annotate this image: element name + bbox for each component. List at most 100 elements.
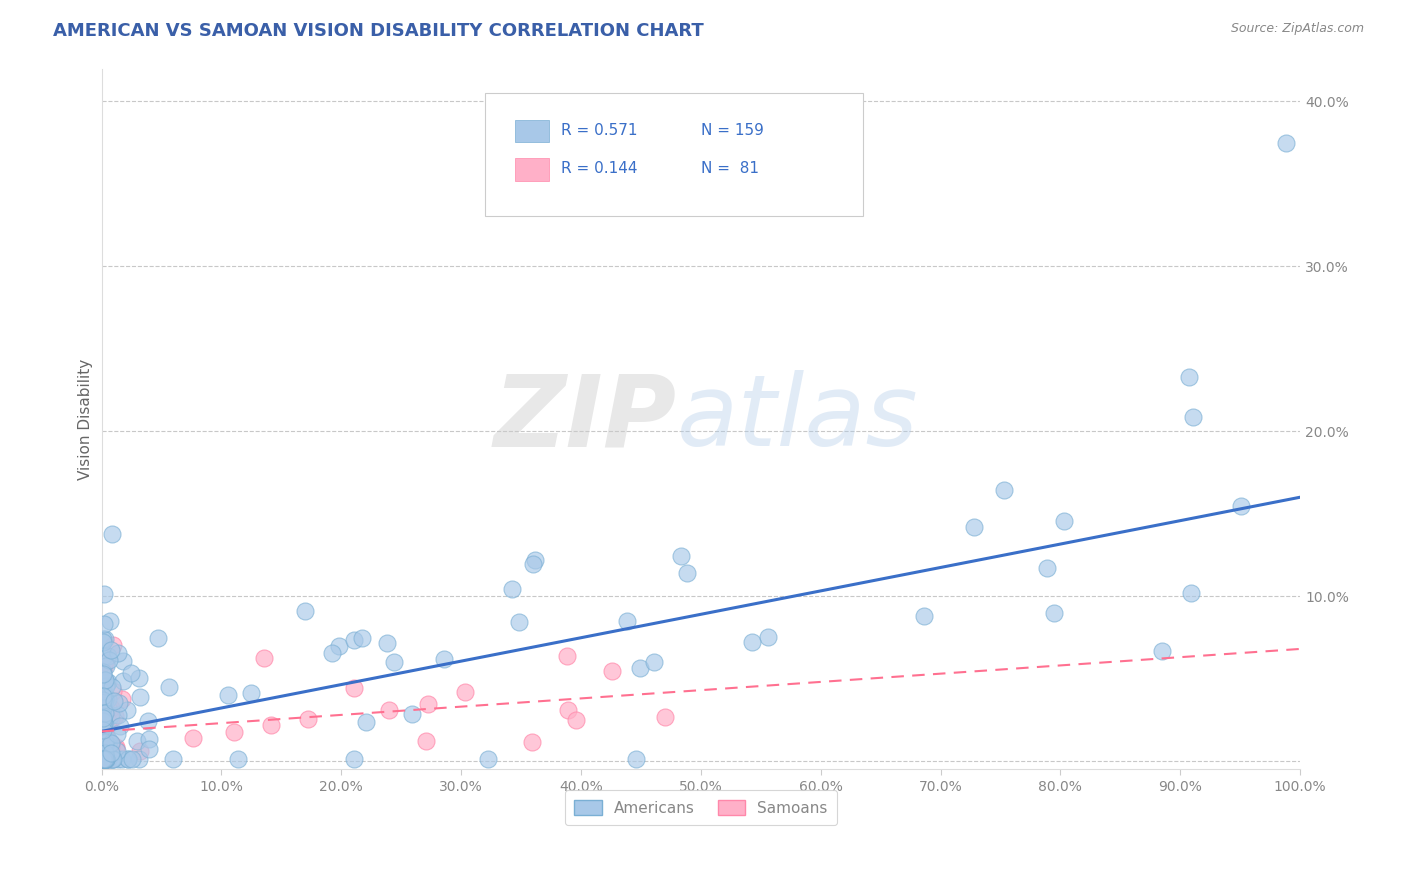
Point [94,752,117,766]
Point [94,736,117,750]
Point [91,712,114,726]
Point [91,706,114,721]
Point [91,752,114,766]
Point [129,690,152,704]
Point [222,725,245,739]
Point [1178,370,1201,384]
Point [94,730,117,744]
Point [107,707,129,722]
Point [91,717,114,731]
Point [157,680,180,694]
Point [100,736,122,750]
Point [93,752,115,766]
Point [294,604,316,618]
Point [94,690,117,705]
Point [1274,136,1296,150]
Point [100,701,122,715]
Point [91,682,114,697]
Point [93,648,115,663]
Point [912,608,935,623]
Point [127,733,149,747]
Point [557,703,579,717]
Point [101,684,124,698]
Point [101,638,124,652]
Point [433,651,456,665]
Point [91,752,114,766]
Point [91,752,114,766]
Point [676,566,699,580]
Point [91,752,114,766]
Point [253,651,276,665]
Point [93,735,115,749]
Point [654,710,676,724]
Point [96,752,118,766]
Point [101,752,124,766]
Point [100,746,122,760]
Point [91,748,114,763]
Point [93,717,115,731]
Point [100,707,122,722]
Point [93,616,115,631]
Point [110,719,132,733]
Point [91,714,114,728]
Point [97,701,120,715]
Point [97,648,120,663]
Point [91,714,114,728]
Point [93,747,115,762]
Point [91,685,114,699]
Point [91,735,114,749]
Point [138,731,160,746]
Point [91,751,114,765]
Point [100,736,122,750]
Point [93,740,115,755]
Point [1182,410,1205,425]
Point [522,558,544,572]
Point [91,752,114,766]
Point [97,731,120,746]
Point [91,730,114,744]
Point [105,742,128,756]
Text: N =  81: N = 81 [700,161,759,177]
Point [103,752,125,766]
Point [91,752,114,766]
Point [91,674,114,689]
Point [624,752,647,766]
Point [643,655,665,669]
Point [343,681,366,695]
Point [328,639,350,653]
Point [91,716,114,731]
Point [963,520,986,534]
Point [93,698,115,713]
Point [91,752,114,766]
Point [93,742,115,756]
Legend: Americans, Samoans: Americans, Samoans [565,790,837,825]
Point [454,685,477,699]
Point [91,714,114,729]
Point [477,752,499,766]
Point [98,752,121,766]
Point [93,752,115,766]
Point [96,733,118,747]
Point [91,693,114,707]
Point [91,752,114,766]
Point [94,706,117,720]
Point [100,739,122,754]
Point [91,737,114,751]
Point [91,667,114,681]
Point [91,749,114,764]
Point [94,679,117,693]
Point [100,614,122,628]
Point [94,752,117,766]
Point [91,701,114,715]
Point [1036,561,1059,575]
Text: R = 0.144: R = 0.144 [561,161,637,177]
Point [98,653,121,667]
Point [94,673,117,688]
Point [240,686,263,700]
Point [91,718,114,732]
Point [146,631,169,645]
Point [129,744,152,758]
Point [91,729,114,743]
Point [401,706,423,721]
Point [111,692,134,706]
